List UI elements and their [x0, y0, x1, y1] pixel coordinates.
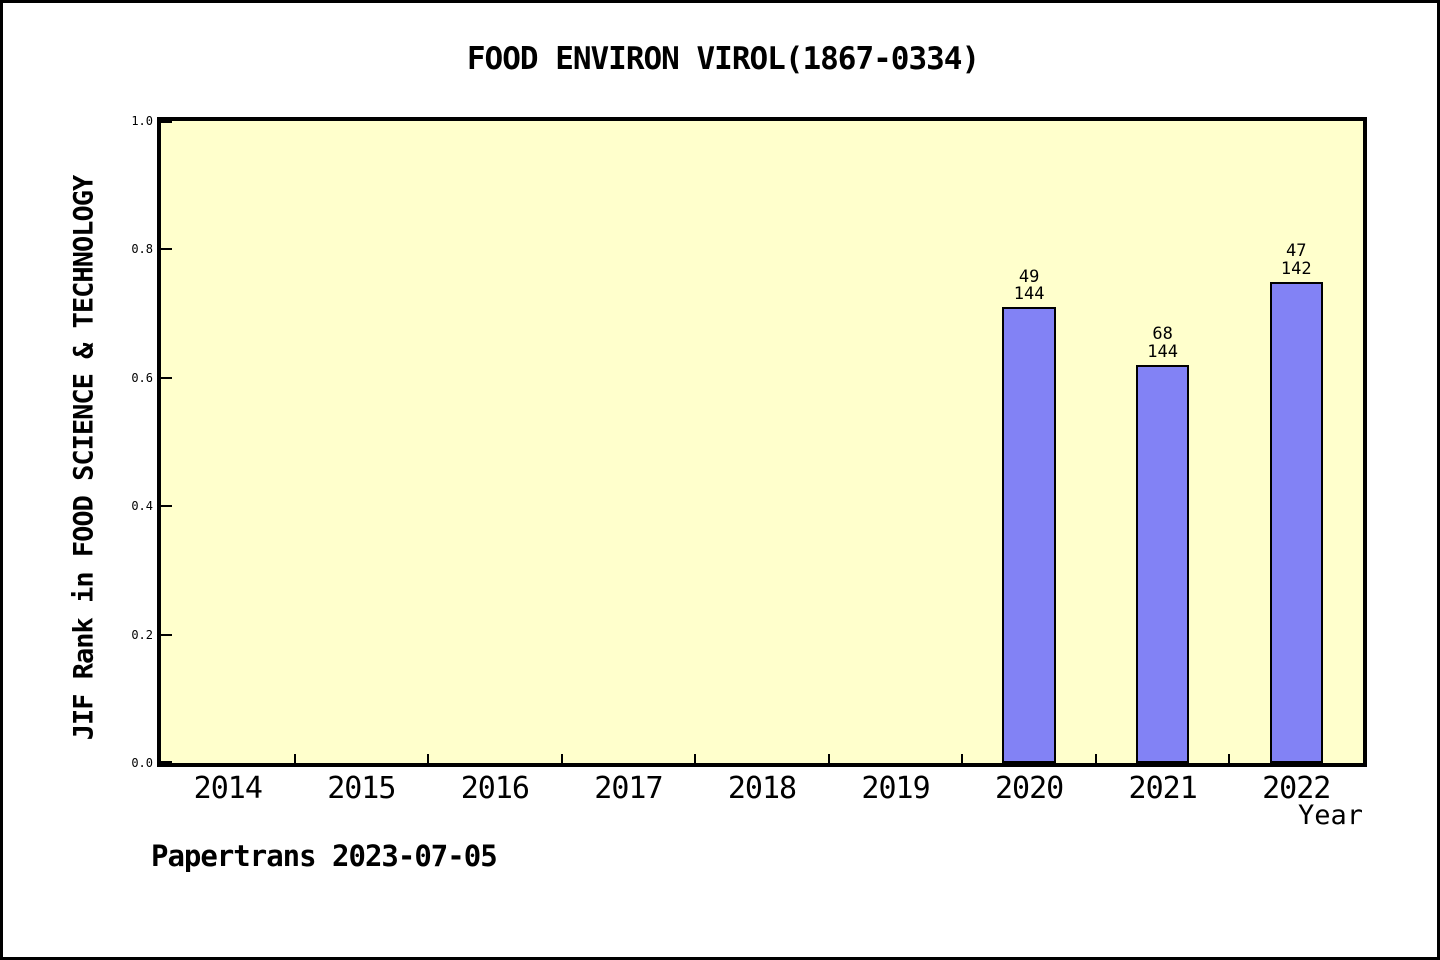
x-tick-label: 2020 — [994, 771, 1064, 806]
y-axis-label: JIF Rank in FOOD SCIENCE & TECHNOLOGY — [68, 175, 100, 741]
x-tick-label: 2016 — [460, 771, 530, 806]
x-tick-mark — [427, 754, 430, 763]
x-tick-mark — [293, 754, 296, 763]
y-tick-mark — [161, 761, 172, 763]
y-tick-label: 0.8 — [131, 242, 153, 257]
x-tick-mark — [1094, 754, 1097, 763]
x-tick-mark — [1228, 754, 1231, 763]
y-tick-mark — [161, 376, 172, 379]
x-tick-label: 2018 — [727, 771, 797, 806]
plot-area: 0.0 0.2 0.4 0.6 0.8 1.0 2014 2015 2016 2017 2018 20… — [131, 114, 1367, 806]
y-tick-mark — [161, 121, 172, 123]
bar — [1002, 307, 1056, 763]
x-tick-mark — [560, 754, 563, 763]
x-axis-label: Year — [1297, 800, 1363, 831]
bar-value-label: 49 144 — [1013, 266, 1045, 305]
y-tick-label: 0.6 — [131, 370, 153, 385]
chart-title: FOOD ENVIRON VIROL(1867-0334) — [466, 41, 980, 77]
bar-value-label: 47 142 — [1280, 240, 1312, 279]
x-tick-mark — [961, 754, 964, 763]
y-tick-mark — [161, 248, 172, 251]
x-tick-mark — [694, 754, 697, 763]
x-tick-label: 2014 — [193, 771, 263, 806]
y-tick-label: 0.0 — [131, 756, 153, 770]
y-tick-label: 0.2 — [131, 627, 153, 642]
x-tick-label: 2017 — [594, 771, 663, 806]
x-tick-label: 2019 — [861, 771, 930, 806]
x-tick-label: 2022 — [1262, 771, 1331, 806]
watermark-text: Papertrans 2023-07-05 — [151, 839, 498, 873]
bar — [1269, 281, 1323, 763]
y-tick-label: 0.4 — [131, 499, 153, 514]
bar-value-label: 68 144 — [1147, 324, 1179, 363]
x-tick-label: 2021 — [1128, 771, 1198, 806]
y-tick-label: 1.0 — [131, 114, 153, 128]
y-tick-mark — [161, 505, 172, 508]
x-tick-label: 2015 — [327, 771, 396, 806]
y-tick-mark — [161, 633, 172, 636]
bar — [1135, 364, 1190, 763]
x-tick-mark — [827, 754, 830, 763]
